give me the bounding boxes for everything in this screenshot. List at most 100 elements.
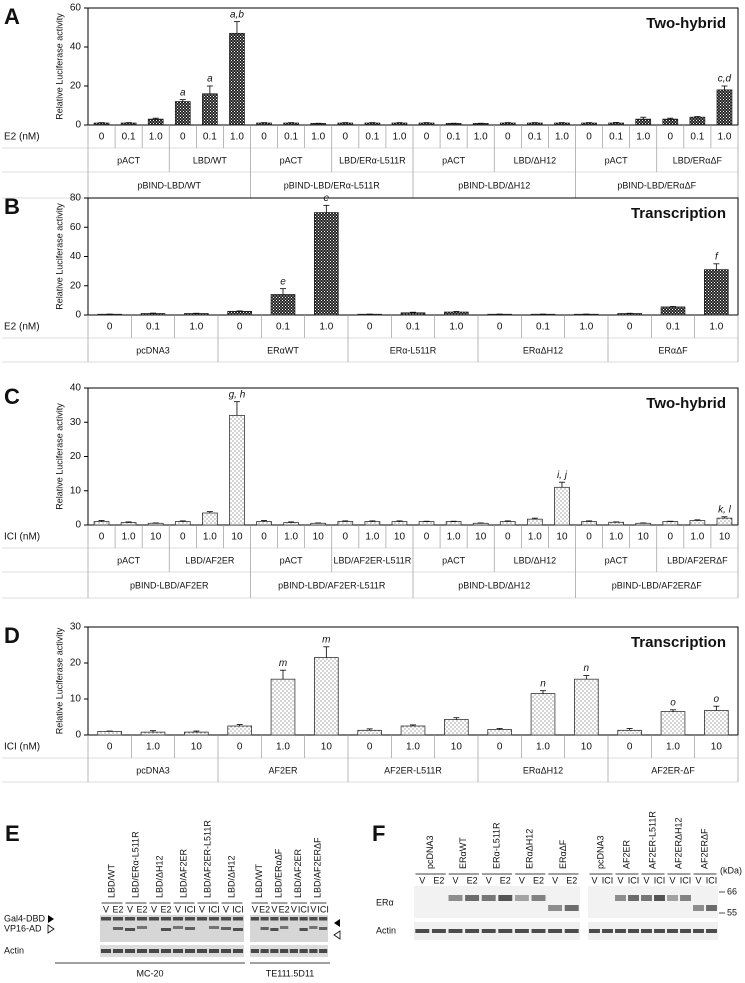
band [232, 917, 244, 921]
group-label: ERαΔH12 [523, 765, 563, 775]
bar [444, 311, 469, 316]
row-label: ERα [376, 897, 394, 907]
significance-label: o [670, 697, 676, 708]
band [481, 895, 496, 901]
lane-label: LBD/AF2ER-L511R [202, 820, 212, 898]
group-label: pcDNA3 [136, 345, 170, 355]
panel-letter: D [4, 623, 20, 648]
band [641, 895, 652, 901]
dose-label: 0 [237, 322, 243, 333]
lane-label: AF2ERΔH12 [673, 817, 683, 869]
dose-label: 10 [321, 742, 333, 753]
dose-label: 0 [180, 132, 186, 143]
bar [140, 313, 166, 316]
band [260, 917, 269, 921]
dose-label: 10 [394, 532, 406, 543]
dose-label: 10 [313, 532, 325, 543]
bar [472, 522, 489, 526]
band [448, 929, 463, 933]
dose-label: 0 [586, 532, 592, 543]
error-bar [504, 520, 511, 522]
dose-label: 0 [367, 322, 373, 333]
band [220, 917, 232, 921]
dose-label: 0 [627, 742, 633, 753]
band [706, 929, 717, 933]
bar [660, 711, 686, 736]
chart-title: Transcription [631, 634, 726, 651]
significance-label: e [324, 193, 330, 204]
bar [487, 729, 512, 736]
arrowhead [47, 924, 55, 934]
band [589, 929, 600, 933]
arrowhead [333, 930, 341, 940]
band [112, 927, 124, 930]
band [309, 917, 318, 921]
y-tick-label: 40 [70, 42, 82, 53]
dose-label: 1.0 [149, 132, 163, 143]
band [280, 926, 289, 929]
band [319, 927, 328, 930]
treatment-label: E2 [433, 875, 444, 885]
band [680, 895, 691, 901]
error-bar [410, 311, 416, 313]
lane-label: AF2ER [621, 839, 631, 869]
y-tick-label: 60 [70, 3, 82, 14]
bar [184, 313, 209, 316]
group-label: pACT [442, 555, 466, 565]
dose-label: 0 [424, 132, 430, 143]
error-bar [98, 520, 105, 522]
band [531, 895, 546, 901]
dose-label: 1.0 [406, 742, 420, 753]
band [299, 928, 308, 931]
group-label: pACT [117, 555, 141, 565]
y-tick-label: 20 [70, 658, 82, 669]
error-bar [694, 519, 701, 521]
band [112, 917, 124, 921]
dose-label: 0.1 [690, 132, 704, 143]
significance-label: i, j [557, 470, 568, 481]
bar [283, 122, 299, 126]
bar [499, 521, 516, 526]
treatment-label: V [486, 875, 492, 885]
band [124, 917, 136, 921]
band [112, 949, 124, 953]
group-label: AF2ER-ΔF [651, 765, 695, 775]
band [319, 949, 328, 953]
band [498, 929, 513, 933]
error-bar [179, 520, 186, 522]
dose-label: 0 [261, 532, 267, 543]
bar [554, 122, 570, 126]
bar [310, 522, 327, 526]
arrowhead [334, 919, 340, 927]
error-bar [713, 263, 720, 270]
dose-label: 0.1 [276, 322, 290, 333]
row-label: Gal4-DBD [4, 913, 46, 923]
x-axis-label: ICI (nM) [4, 532, 40, 543]
construct-label: pBIND-LBD/AF2ERΔF [612, 580, 703, 590]
band [148, 949, 160, 953]
significance-label: f [715, 251, 719, 262]
dose-label: 0 [343, 532, 349, 543]
error-bar [280, 288, 286, 295]
construct-label: pBIND-LBD/ERα-L511R [284, 180, 381, 190]
y-tick-label: 20 [70, 280, 82, 291]
band [514, 929, 529, 933]
bar [499, 122, 516, 126]
error-bar [369, 520, 376, 522]
error-bar [150, 730, 156, 733]
band [208, 926, 220, 929]
group-label: ERαΔF [658, 345, 688, 355]
dose-label: 1.0 [311, 132, 325, 143]
band [260, 927, 269, 930]
bar [617, 313, 642, 316]
dose-label: 1.0 [365, 532, 379, 543]
y-tick-label: 0 [75, 520, 81, 531]
blot [100, 915, 244, 942]
group-label: LBD/ΔH12 [514, 155, 557, 165]
bar [445, 521, 462, 526]
y-axis-label: Relative Luciferase activity [54, 203, 64, 310]
bar [310, 123, 327, 126]
y-tick-label: 80 [70, 193, 82, 204]
dose-label: 1.0 [709, 322, 723, 333]
band [548, 929, 563, 933]
